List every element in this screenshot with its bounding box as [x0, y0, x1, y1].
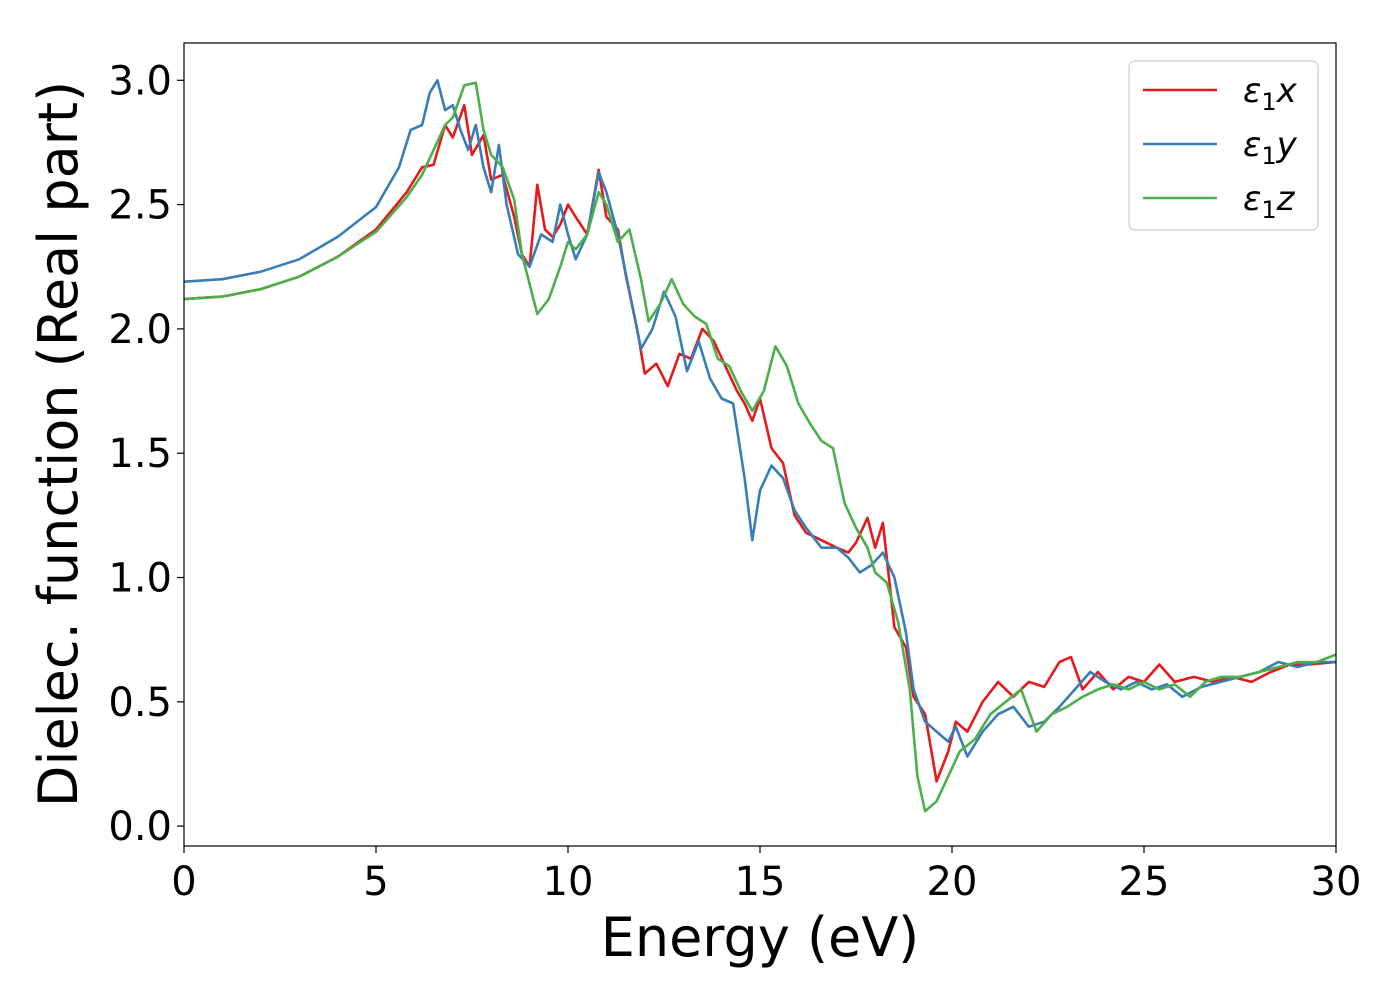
y-axis: 0.0 0.5 1.0 1.5 2.0 2.5 3.0	[108, 58, 184, 850]
legend-label-y: ε1y	[1243, 125, 1298, 170]
x-tick-label: 0	[171, 859, 196, 905]
x-tick-label: 30	[1311, 859, 1362, 905]
x-tick-label: 10	[543, 859, 594, 905]
x-axis: 0 5 10 15 20 25 30	[171, 846, 1361, 905]
legend-label-z: ε1z	[1243, 179, 1296, 224]
x-tick-label: 5	[363, 859, 388, 905]
legend: ε1x ε1y ε1z	[1128, 60, 1319, 231]
y-tick-label: 3.0	[108, 58, 172, 104]
legend-box	[1128, 60, 1319, 231]
x-tick-label: 25	[1119, 859, 1170, 905]
series-line-x	[183, 103, 1337, 783]
legend-label-x: ε1x	[1243, 71, 1298, 116]
series-layer	[183, 79, 1337, 813]
y-tick-label: 2.5	[108, 183, 172, 229]
y-tick-label: 2.0	[108, 307, 172, 353]
x-tick-label: 20	[927, 859, 978, 905]
y-tick-label: 0.0	[108, 804, 172, 850]
series-line-z	[183, 81, 1337, 813]
x-axis-label: Energy (eV)	[601, 906, 920, 969]
y-tick-label: 0.5	[108, 680, 172, 726]
y-tick-label: 1.0	[108, 556, 172, 602]
series-line-y	[183, 79, 1336, 758]
y-axis-label: Dielec. function (Real part)	[27, 81, 90, 807]
x-tick-label: 15	[735, 859, 786, 905]
y-tick-label: 1.5	[108, 431, 172, 477]
